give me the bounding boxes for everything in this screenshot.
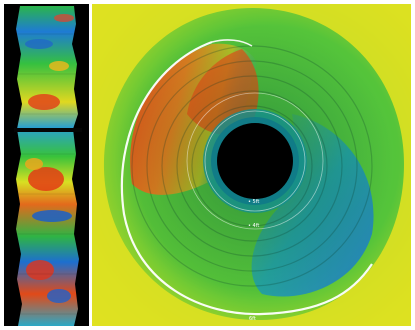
measurement-ring-icon bbox=[120, 40, 373, 316]
tunnel-view-image: • 5ft • 4ft 6ft bbox=[92, 4, 411, 326]
depth-label-4ft: • 4ft bbox=[248, 223, 259, 229]
unwrapped-strip-panel[interactable] bbox=[4, 4, 89, 326]
depth-label-6ft: 6ft bbox=[249, 316, 256, 322]
measurement-rings bbox=[120, 39, 373, 316]
unwrapped-strip-image bbox=[4, 4, 89, 326]
bore-hole-icon bbox=[217, 123, 293, 199]
tunnel-view-panel[interactable]: • 5ft • 4ft 6ft bbox=[92, 4, 411, 326]
depth-label-5ft: • 5ft bbox=[248, 199, 259, 205]
